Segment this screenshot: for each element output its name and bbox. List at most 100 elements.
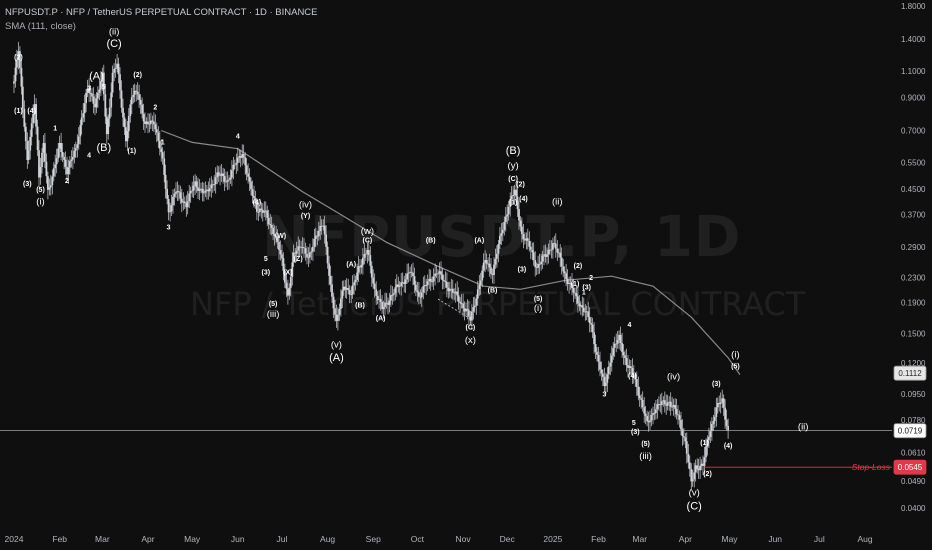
candle-body — [400, 282, 403, 287]
candle-body — [64, 159, 67, 167]
candle-body — [13, 81, 15, 84]
candle-body — [641, 399, 644, 408]
candle-body — [432, 276, 435, 282]
candle-body — [552, 243, 554, 250]
wave-label: (A) — [474, 237, 484, 244]
candle-body — [123, 117, 126, 128]
candle-body — [568, 283, 570, 285]
candle-body — [292, 252, 295, 263]
candle-body — [559, 252, 562, 258]
candle-body — [189, 191, 192, 194]
candle-body — [507, 207, 510, 215]
symbol-title[interactable]: NFPUSDT.P · NFP / TetherUS PERPETUAL CON… — [5, 7, 318, 18]
candle-body — [713, 416, 716, 422]
wave-label: 3 — [602, 392, 606, 399]
last-price-tag-box — [893, 423, 927, 439]
candle-body — [640, 398, 643, 400]
candle-body — [566, 278, 569, 284]
candle-body — [656, 404, 659, 410]
wave-label: (A) — [89, 71, 104, 83]
candle-body — [19, 51, 21, 68]
candle-body — [204, 190, 207, 193]
candle-body — [672, 405, 675, 407]
wave-label: (v) — [331, 340, 342, 351]
candle-body — [167, 198, 170, 213]
candle-body — [688, 462, 691, 470]
candle-body — [691, 479, 694, 482]
candle-body — [326, 246, 329, 264]
candle-body — [373, 283, 376, 290]
wave-label: (C) — [106, 38, 121, 50]
candle-body — [54, 164, 57, 169]
wave-label: (4) — [253, 199, 262, 206]
candle-body — [301, 247, 304, 248]
candle-body — [260, 208, 263, 210]
candle-body — [581, 305, 584, 308]
candle-body — [687, 453, 690, 463]
candle-body — [496, 253, 498, 259]
wave-label: 1 — [53, 126, 57, 133]
candle-body — [105, 116, 108, 135]
candle-body — [21, 86, 24, 109]
candle-body — [57, 148, 60, 159]
candle-body — [584, 311, 587, 313]
candle-body — [69, 161, 71, 168]
candle-body — [285, 282, 288, 289]
candle-body — [716, 403, 719, 408]
candle-body — [319, 225, 322, 232]
wave-label: (B) — [506, 145, 521, 157]
candle-body — [382, 306, 385, 310]
candle-body — [519, 220, 522, 227]
candle-body — [219, 175, 221, 177]
y-tick-label: 0.0490 — [901, 477, 926, 486]
candle-body — [334, 308, 336, 315]
candle-body — [129, 104, 132, 117]
candle-body — [30, 123, 33, 137]
candle-body — [348, 290, 351, 295]
wave-label: (w) — [361, 226, 374, 237]
candle-body — [74, 148, 77, 151]
candle-body — [632, 374, 635, 378]
candle-body — [647, 421, 650, 423]
candle-body — [451, 288, 454, 293]
wave-label: 5 — [264, 256, 268, 263]
candle-body — [724, 407, 726, 420]
candle-body — [360, 264, 363, 268]
indicator-legend[interactable]: SMA (111, close) — [5, 21, 76, 32]
candle-body — [702, 463, 704, 466]
candle-body — [391, 294, 394, 296]
candle-body — [231, 170, 233, 178]
candle-body — [478, 285, 481, 290]
candle-body — [94, 103, 96, 108]
candle-body — [453, 292, 456, 294]
candle-body — [29, 136, 32, 151]
candle-body — [476, 289, 479, 299]
candle-body — [715, 407, 718, 417]
candle-body — [549, 249, 551, 251]
wave-label: (2) — [133, 72, 142, 79]
candle-body — [684, 437, 687, 442]
candle-body — [194, 181, 196, 186]
wave-label: (iv) — [667, 372, 680, 383]
y-tick-label: 0.9000 — [901, 93, 926, 102]
y-tick-label: 1.4000 — [901, 35, 926, 44]
candle-body — [42, 143, 45, 153]
candle-body — [107, 118, 110, 134]
candle-body — [114, 68, 117, 69]
candle-body — [375, 289, 378, 296]
candle-body — [127, 116, 130, 132]
candle-body — [138, 94, 140, 100]
candle-body — [600, 369, 603, 374]
candle-body — [683, 436, 685, 438]
candle-body — [550, 249, 553, 251]
x-tick-label: Apr — [141, 534, 154, 544]
candle-body — [572, 288, 575, 293]
candle-body — [248, 176, 251, 182]
wave-label: (W) — [275, 233, 286, 240]
candle-body — [303, 247, 305, 249]
candle-body — [526, 238, 529, 241]
candle-body — [708, 436, 710, 441]
candle-body — [554, 243, 557, 249]
